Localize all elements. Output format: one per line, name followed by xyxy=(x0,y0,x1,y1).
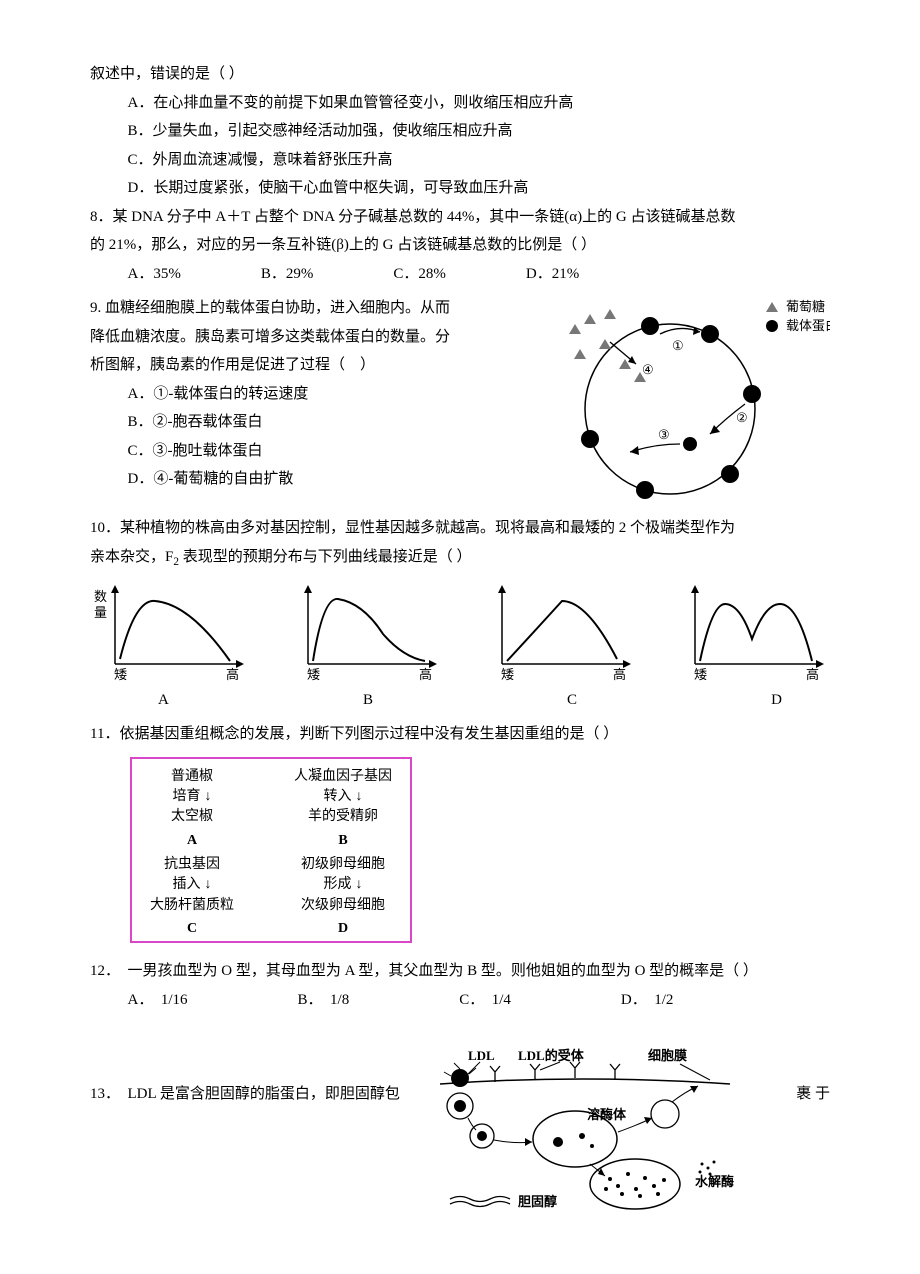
svg-text:高: 高 xyxy=(806,667,819,682)
svg-text:高: 高 xyxy=(226,667,239,682)
q9-line2: 降低血糖浓度。胰岛素可增多这类载体蛋白的数量。分 xyxy=(90,323,532,352)
q10-label-b: B xyxy=(363,686,373,715)
q13-figure: LDL LDL的受体 细胞膜 xyxy=(410,1044,786,1214)
q7-opt-c: C．外周血流速减慢，意味着舒张压升高 xyxy=(90,146,830,175)
q11-col-b: 人凝血因子基因 转入↓ 羊的受精卵 B xyxy=(294,765,392,853)
q8-options: A．35% B．29% C．28% D．21% xyxy=(90,260,830,289)
svg-text:量: 量 xyxy=(94,605,107,620)
svg-text:溶酶体: 溶酶体 xyxy=(587,1107,627,1122)
svg-text:③: ③ xyxy=(658,427,670,442)
q11-col-d: 初级卵母细胞 形成↓ 次级卵母细胞 D xyxy=(294,853,392,941)
q13-stem-right: 裹 于 xyxy=(796,1044,830,1109)
svg-text:矮: 矮 xyxy=(501,667,514,682)
svg-text:细胞膜: 细胞膜 xyxy=(648,1048,687,1063)
svg-text:胆固醇: 胆固醇 xyxy=(518,1194,557,1209)
svg-text:载体蛋白: 载体蛋白 xyxy=(786,318,830,333)
q8-stem-2: 的 21%，那么，对应的另一条互补链(β)上的 G 占该链碱基总数的比例是（ ） xyxy=(90,231,830,260)
q12-opt-c: C． 1/4 xyxy=(459,986,511,1015)
q8-opt-a: A．35% xyxy=(128,260,181,289)
svg-text:矮: 矮 xyxy=(307,667,320,682)
q8-opt-c: C．28% xyxy=(393,260,446,289)
q11-box: 普通椒 培育↓ 太空椒 A 抗虫基因 插入↓ 大肠杆菌质粒 C 人凝血因子基因 … xyxy=(130,757,412,943)
q8-stem-1: 8．某 DNA 分子中 A＋T 占整个 DNA 分子碱基总数的 44%，其中一条… xyxy=(90,203,830,232)
svg-text:高: 高 xyxy=(613,667,626,682)
q7-opt-b: B．少量失血，引起交感神经活动加强，使收缩压相应升高 xyxy=(90,117,830,146)
svg-text:水解酶: 水解酶 xyxy=(695,1174,734,1189)
svg-text:高: 高 xyxy=(419,667,432,682)
q10-stem-1: 10．某种植物的株高由多对基因控制，显性基因越多就越高。现将最高和最矮的 2 个… xyxy=(90,514,830,543)
svg-text:矮: 矮 xyxy=(694,667,707,682)
q7-stem: 叙述中，错误的是（ ） xyxy=(90,60,830,89)
q10-label-a: A xyxy=(158,686,169,715)
svg-text:①: ① xyxy=(672,338,684,353)
q8-opt-d: D．21% xyxy=(526,260,579,289)
q10-chart-c: 矮 高 xyxy=(477,579,637,684)
q7-opt-a: A．在心排血量不变的前提下如果血管管径变小，则收缩压相应升高 xyxy=(90,89,830,118)
q11-stem: 11．依据基因重组概念的发展，判断下列图示过程中没有发生基因重组的是（ ） xyxy=(90,720,830,749)
q12-opt-b: B． 1/8 xyxy=(298,986,350,1015)
q9-opt-a: A．①-载体蛋白的转运速度 xyxy=(90,380,532,409)
q10-chart-a: 数量 矮 高 xyxy=(90,579,250,684)
q9-opt-c: C．③-胞吐载体蛋白 xyxy=(90,437,532,466)
svg-text:④: ④ xyxy=(642,362,654,377)
svg-text:LDL: LDL xyxy=(468,1048,495,1063)
q10-charts: 数量 矮 高 矮 高 矮 高 矮 高 xyxy=(90,579,830,684)
q10-chart-d: 矮 高 xyxy=(670,579,830,684)
q11-col-c: 抗虫基因 插入↓ 大肠杆菌质粒 C xyxy=(150,853,234,941)
q10-stem-2: 亲本杂交，F2 表现型的预期分布与下列曲线最接近是（ ） xyxy=(90,543,830,573)
q12-opt-a: A． 1/16 xyxy=(128,986,188,1015)
svg-text:数: 数 xyxy=(94,589,107,604)
q7-opt-d: D．长期过度紧张，使脑干心血管中枢失调，可导致血压升高 xyxy=(90,174,830,203)
q9-figure: 葡萄糖 载体蛋白 xyxy=(550,294,830,504)
q10-label-d: D xyxy=(771,686,782,715)
q12-options: A． 1/16 B． 1/8 C． 1/4 D． 1/2 xyxy=(90,986,830,1015)
q12-stem: 12． 一男孩血型为 O 型，其母血型为 A 型，其父血型为 B 型。则他姐姐的… xyxy=(90,957,830,986)
q10-label-c: C xyxy=(567,686,577,715)
svg-text:②: ② xyxy=(736,410,748,425)
q12-opt-d: D． 1/2 xyxy=(621,986,674,1015)
q9-opt-b: B．②-胞吞载体蛋白 xyxy=(90,408,532,437)
q9-opt-d: D．④-葡萄糖的自由扩散 xyxy=(90,465,532,494)
q10-chart-b: 矮 高 xyxy=(283,579,443,684)
q9-line1: 9. 血糖经细胞膜上的载体蛋白协助，进入细胞内。从而 xyxy=(90,294,532,323)
q11-col-a: 普通椒 培育↓ 太空椒 A xyxy=(150,765,234,853)
svg-text:LDL的受体: LDL的受体 xyxy=(518,1048,585,1063)
svg-text:矮: 矮 xyxy=(114,667,127,682)
svg-text:葡萄糖: 葡萄糖 xyxy=(786,299,825,314)
q13-stem-left: 13． LDL 是富含胆固醇的脂蛋白，即胆固醇包 xyxy=(90,1044,400,1109)
q9-line3: 析图解，胰岛素的作用是促进了过程（ ） xyxy=(90,351,532,380)
q8-opt-b: B．29% xyxy=(261,260,314,289)
q10-chart-labels: A B C D xyxy=(90,686,830,715)
